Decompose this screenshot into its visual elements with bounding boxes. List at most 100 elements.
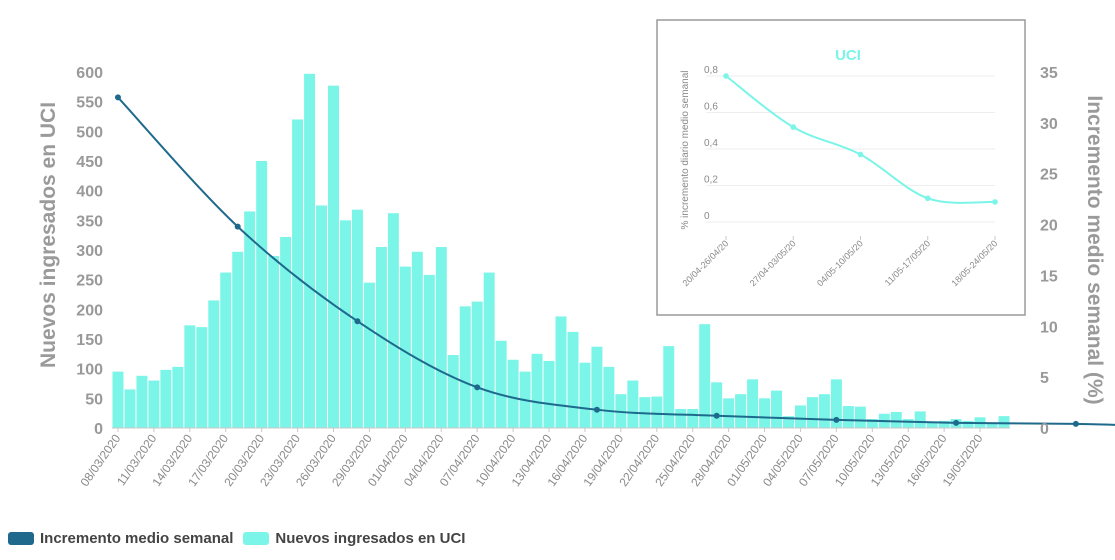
bar [256, 161, 268, 428]
bar [208, 300, 220, 428]
bar [184, 325, 196, 428]
y-left-tick-label: 600 [76, 65, 103, 82]
bar [842, 406, 854, 428]
line-series-path [117, 96, 1115, 426]
bar [399, 266, 411, 428]
bar [830, 379, 842, 428]
bar [447, 355, 459, 428]
bar [591, 346, 603, 428]
bar [339, 220, 351, 428]
bar [244, 211, 256, 428]
bar [507, 359, 519, 428]
bar [411, 251, 423, 428]
y-axis-right: 0 5 10 15 20 25 30 35 [1040, 65, 1058, 438]
y-right-tick-label: 10 [1040, 319, 1058, 336]
legend-label-bars: Nuevos ingresados en UCI [275, 530, 466, 547]
y-left-tick-label: 150 [76, 332, 103, 349]
inset-line-series [723, 73, 998, 205]
bar [268, 255, 280, 428]
bar [304, 73, 316, 428]
x-axis: 08/03/202011/03/202014/03/202017/03/2020… [78, 428, 986, 489]
bar [495, 340, 507, 428]
bar [759, 398, 771, 428]
y-right-tick-label: 20 [1040, 218, 1058, 235]
bar [555, 316, 567, 428]
line-point [114, 94, 121, 101]
bar [423, 274, 435, 428]
bar [794, 405, 806, 428]
y-left-tick-label: 450 [76, 154, 103, 171]
bar [926, 422, 938, 428]
y-right-tick-label: 35 [1040, 65, 1058, 82]
bar [148, 380, 160, 428]
y-right-tick-label: 25 [1040, 167, 1058, 184]
bar [328, 85, 339, 428]
bar [387, 213, 399, 428]
bar [543, 360, 555, 428]
bar [663, 346, 675, 428]
y-left-tick-label: 550 [76, 95, 103, 112]
line-point [593, 406, 600, 413]
bar [280, 236, 292, 428]
inset-y-tick-label: 0,4 [704, 138, 718, 149]
bar [806, 397, 818, 428]
bar [172, 366, 184, 428]
bar [771, 390, 783, 428]
legend-item-bars: Nuevos ingresados en UCI [243, 530, 465, 547]
bar [890, 411, 902, 428]
line-point [713, 412, 720, 419]
line-point [833, 416, 840, 423]
y-left-tick-label: 100 [76, 362, 103, 379]
bar [675, 409, 687, 428]
bar [220, 272, 232, 428]
inset-y-tick-label: 0,2 [704, 175, 718, 186]
bar [627, 380, 639, 428]
y-left-tick-label: 200 [76, 302, 103, 319]
inset-point [857, 151, 864, 158]
y-axis-left: 0 50 100 150 200 250 300 350 400 450 500 550 600 [76, 65, 103, 438]
bar [938, 420, 950, 428]
legend-swatch-bars [243, 532, 270, 545]
y-left-tick-label: 250 [76, 273, 103, 290]
inset-point [790, 124, 797, 130]
bar [687, 409, 699, 428]
inset-point [992, 199, 998, 205]
bar [603, 366, 615, 428]
inset-point [924, 195, 931, 202]
bar [866, 419, 878, 428]
bar [914, 411, 926, 428]
y-axis-right-title: Incremento medio semanal (%) [1083, 95, 1106, 404]
bar [711, 382, 723, 428]
bar [112, 371, 124, 428]
bar [316, 205, 328, 428]
bar [998, 416, 1010, 428]
line-point [953, 419, 960, 426]
bar [986, 423, 998, 428]
bar [292, 119, 304, 428]
bar [363, 282, 375, 428]
legend: Incremento medio semanal Nuevos ingresad… [8, 530, 475, 547]
bar [902, 419, 914, 428]
bar [723, 398, 735, 428]
bar [567, 331, 579, 428]
bar [435, 247, 447, 428]
bar [962, 420, 974, 428]
bar [232, 251, 244, 428]
bar [651, 396, 663, 428]
y-left-tick-label: 500 [76, 124, 103, 141]
inset-y-tick-label: 0,8 [704, 65, 718, 76]
bar [471, 301, 483, 428]
bar [459, 306, 471, 428]
line-point [474, 384, 481, 391]
inset-y-tick-label: 0 [704, 211, 710, 222]
inset-y-tick-label: 0,6 [704, 102, 718, 113]
bar [160, 369, 172, 428]
bar [483, 272, 495, 428]
y-right-tick-label: 0 [1040, 421, 1049, 438]
y-left-tick-label: 0 [94, 421, 103, 438]
y-axis-left-title: Nuevos ingresados en UCI [37, 102, 60, 368]
bar [531, 353, 543, 428]
y-right-tick-label: 30 [1040, 116, 1058, 133]
y-left-tick-label: 400 [76, 184, 103, 201]
